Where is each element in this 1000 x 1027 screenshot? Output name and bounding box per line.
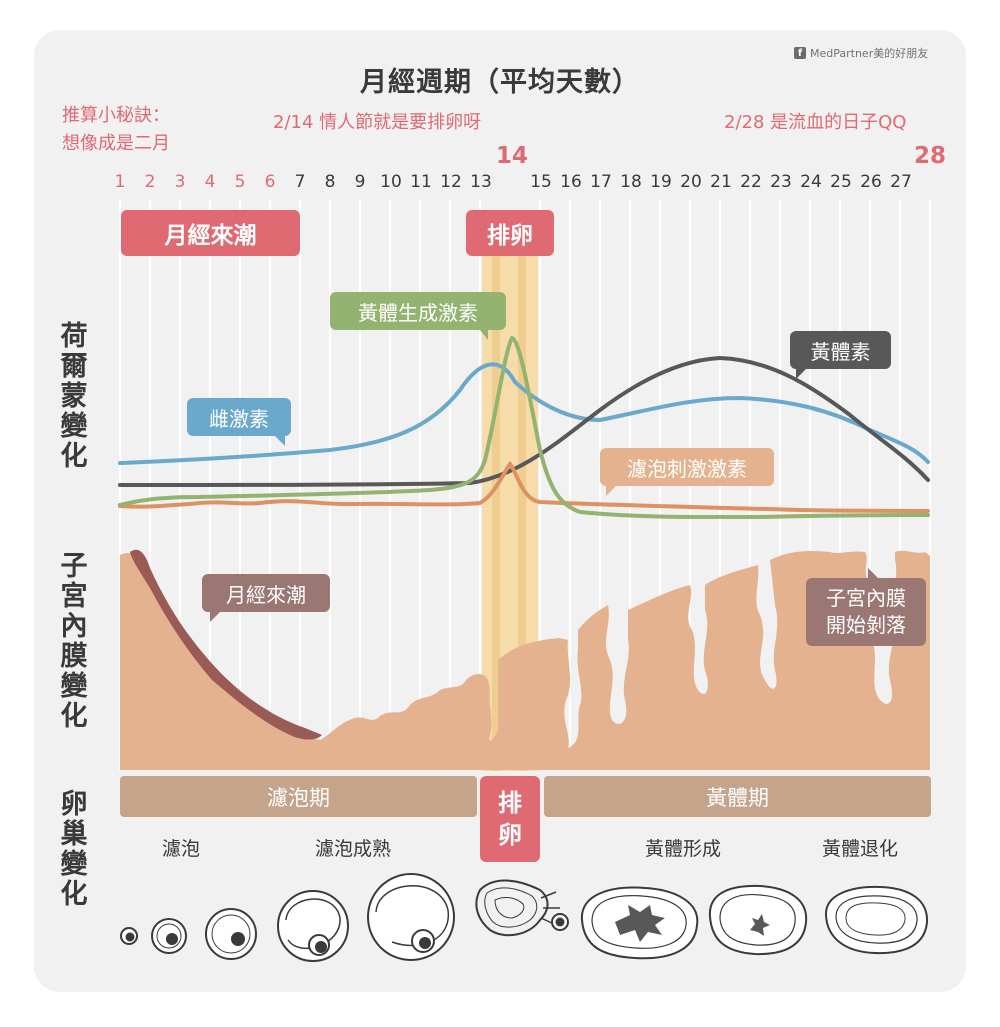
fsh-bubble: 濾泡刺激激素 <box>600 448 774 496</box>
day-label: 13 <box>470 172 492 192</box>
day-label: 21 <box>710 172 732 192</box>
follicle-tiny-icon <box>120 927 138 945</box>
day-label: 8 <box>324 172 336 192</box>
fsh-curve <box>118 461 930 513</box>
day-label: 1 <box>114 172 126 192</box>
shedding-line-2: 開始剝落 <box>826 613 906 637</box>
day-label: 12 <box>440 172 462 192</box>
day-label: 23 <box>770 172 792 192</box>
ovulation-phase-char-1: 排 <box>498 789 522 817</box>
shedding-line-1: 子宮內膜 <box>826 586 906 610</box>
day-label: 4 <box>204 172 216 192</box>
day-label: 24 <box>800 172 822 192</box>
day-label: 10 <box>380 172 402 192</box>
luteal-phase-bar: 黃體期 <box>544 776 931 817</box>
day-label: 7 <box>294 172 306 192</box>
ovary-illustrations <box>120 873 929 962</box>
day28-marker: 28 <box>914 143 947 169</box>
corpus-albicans-icon <box>824 885 929 955</box>
estrogen-label: 雌激素 <box>209 406 269 431</box>
menses-bubble-label: 月經來潮 <box>226 582 306 607</box>
progesterone-curve <box>118 355 930 487</box>
menses-bubble: 月經來潮 <box>202 574 330 622</box>
corpus-luteum-icon <box>708 884 808 956</box>
day14-marker: 14 <box>496 143 529 169</box>
endometrium-layer <box>120 549 930 770</box>
facebook-icon: f <box>794 47 806 59</box>
page-title: 月經週期（平均天數） <box>360 67 640 98</box>
day14-note: 2/14 情人節就是要排卵呀 <box>273 112 482 133</box>
estrogen-curve <box>118 362 930 465</box>
day-label: 15 <box>530 172 552 192</box>
estrogen-bubble: 雌激素 <box>187 398 291 446</box>
day-label: 22 <box>740 172 762 192</box>
day-label: 2 <box>144 172 156 192</box>
follicle-small-icon <box>151 918 187 954</box>
hormone-curves <box>118 335 930 520</box>
label-hormone-change: 荷爾蒙變化 <box>60 321 88 472</box>
day-label: 17 <box>590 172 612 192</box>
progesterone-label: 黃體素 <box>810 339 871 364</box>
day-label: 6 <box>264 172 276 192</box>
day28-note: 2/28 是流血的日子QQ <box>724 112 907 133</box>
released-egg-icon <box>551 913 569 931</box>
ovulation-tag: 排卵 <box>466 210 554 256</box>
stage-follicle-maturing: 濾泡成熟 <box>315 838 392 860</box>
lh-curve <box>118 335 930 520</box>
label-ovary-change: 卵巢變化 <box>60 789 88 910</box>
follicular-phase-bar: 濾泡期 <box>120 776 477 817</box>
stage-corpus-luteum-forming: 黃體形成 <box>645 838 722 860</box>
calculation-tip: 推算小秘訣： 想像成是二月 <box>62 102 170 158</box>
corpus-luteum-forming-icon <box>580 886 699 960</box>
day-label: 19 <box>650 172 672 192</box>
day-label: 18 <box>620 172 642 192</box>
follicle-mature-icon <box>367 873 455 961</box>
stage-follicle: 濾泡 <box>162 838 201 860</box>
tip-line-2: 想像成是二月 <box>62 133 170 154</box>
lh-label: 黃體生成激素 <box>358 300 478 325</box>
brand-name: MedPartner美的好朋友 <box>810 47 929 60</box>
stage-corpus-luteum-regressing: 黃體退化 <box>822 838 899 860</box>
tip-line-1: 推算小秘訣： <box>62 105 170 126</box>
day-label: 5 <box>234 172 246 192</box>
day-label: 20 <box>680 172 702 192</box>
menses-tag: 月經來潮 <box>121 210 300 256</box>
ovulation-phase-char-2: 卵 <box>498 821 522 849</box>
fsh-label: 濾泡刺激激素 <box>627 456 747 481</box>
progesterone-bubble: 黃體素 <box>790 331 891 379</box>
brand: f MedPartner美的好朋友 <box>794 45 928 61</box>
ovulation-phase-tag: 排 卵 <box>480 776 540 862</box>
day-label: 16 <box>560 172 582 192</box>
follicle-large-icon <box>277 890 349 962</box>
label-endometrium-change: 子宮內膜變化 <box>60 551 88 732</box>
follicle-medium-icon <box>205 908 257 960</box>
day-label: 25 <box>830 172 852 192</box>
day-label: 3 <box>174 172 186 192</box>
shedding-bubble: 子宮內膜 開始剝落 <box>806 568 926 646</box>
day-label: 9 <box>354 172 366 192</box>
ovulation-rupture-icon <box>475 879 560 937</box>
day-label: 11 <box>410 172 432 192</box>
lh-bubble: 黃體生成激素 <box>330 292 506 340</box>
day-label: 26 <box>860 172 882 192</box>
day-label: 27 <box>890 172 912 192</box>
